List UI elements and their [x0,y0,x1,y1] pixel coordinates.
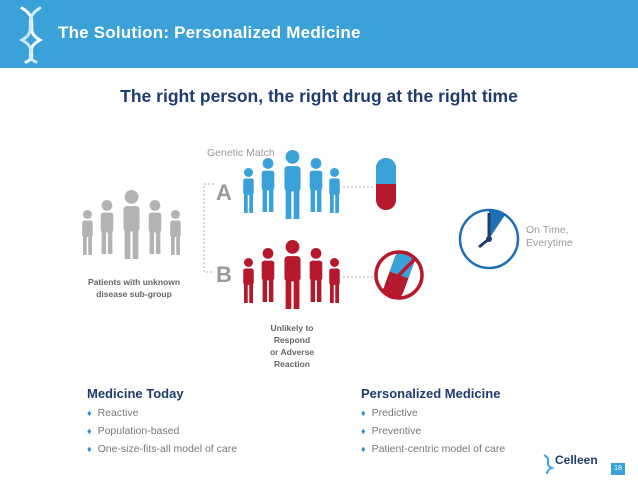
header-bar: The Solution: Personalized Medicine [0,0,638,68]
connector-a [343,186,373,188]
list-item: ♦ Patient-centric model of care [361,443,506,455]
on-time-label: On Time, Everytime [526,224,573,249]
list-item: ♦ Reactive [87,407,139,419]
diamond-bullet-icon: ♦ [361,444,366,454]
brand-name: Celleen [555,453,598,467]
dna-logo-icon [18,6,44,64]
list-item: ♦ Population-based [87,425,180,437]
brand-logo-icon [543,454,555,474]
medicine-today-list: ♦ Reactive ♦ Population-based ♦ One-size-fi… [87,404,237,458]
personalized-medicine-list: ♦ Predictive ♦ Preventive ♦ Patient-centric… [361,404,505,458]
patients-label: Patients with unknown disease sub-group [87,277,181,299]
group-a-people-icon [243,150,340,219]
connector-b [343,276,373,278]
group-b-people-icon [243,240,340,309]
diamond-bullet-icon: ♦ [87,426,92,436]
unlikely-label: Unlikely to Respond or Adverse Reaction [269,323,315,369]
subtitle: The right person, the right drug at the … [120,86,518,106]
diamond-bullet-icon: ♦ [361,426,366,436]
clock-icon [458,208,520,270]
diamond-bullet-icon: ♦ [87,408,92,418]
diamond-bullet-icon: ♦ [87,444,92,454]
pill-icon [376,158,396,210]
list-item: ♦ Preventive [361,425,422,437]
medicine-today-title: Medicine Today [87,386,184,401]
group-a-letter: A [216,180,232,205]
no-drug-icon [374,250,424,300]
page-number: 18 [611,463,625,475]
branch-connector [203,183,214,273]
genetic-match-label: Genetic Match [207,147,275,159]
diamond-bullet-icon: ♦ [361,408,366,418]
list-item: ♦ One-size-fits-all model of care [87,443,238,455]
patients-group-icon [82,190,181,259]
group-b-letter: B [216,262,232,287]
page-title: The Solution: Personalized Medicine [58,23,361,42]
list-item: ♦ Predictive [361,407,418,419]
personalized-medicine-title: Personalized Medicine [361,386,501,401]
